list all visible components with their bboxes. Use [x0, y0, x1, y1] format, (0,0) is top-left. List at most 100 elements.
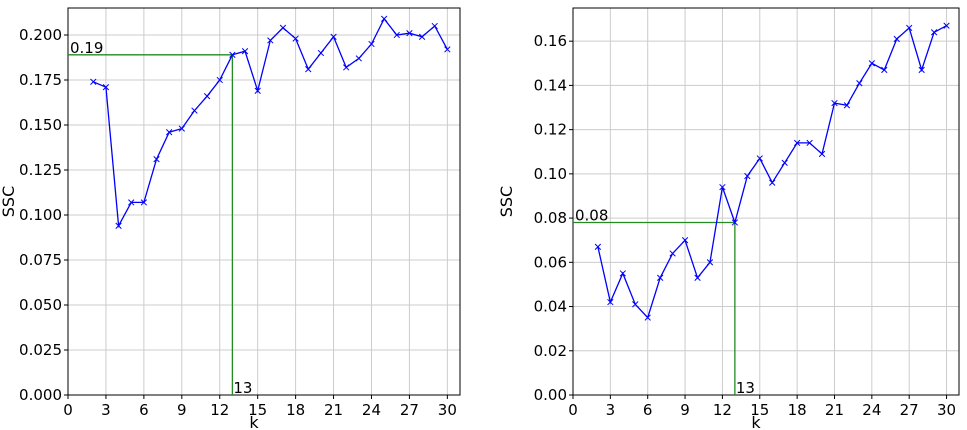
- marker-stroke: [418, 33, 426, 40]
- marker-stroke: [681, 237, 689, 244]
- marker-stroke: [719, 183, 726, 191]
- marker-stroke: [355, 55, 362, 62]
- marker-stroke: [881, 66, 888, 74]
- marker-stroke: [267, 37, 274, 44]
- data-point-marker: [406, 30, 413, 37]
- data-point-marker: [607, 298, 614, 306]
- reference-value-label: 0.08: [575, 207, 608, 225]
- marker-stroke: [90, 78, 97, 85]
- series-line: [93, 17, 448, 229]
- marker-stroke: [292, 35, 299, 42]
- marker-stroke: [632, 301, 639, 308]
- x-tick-label: 30: [438, 401, 457, 419]
- reference-k-label: 13: [736, 379, 755, 397]
- data-point-marker: [594, 243, 602, 250]
- x-tick-label: 12: [210, 401, 229, 419]
- data-point-marker: [229, 51, 236, 58]
- data-point-marker: [343, 64, 350, 71]
- x-tick-label: 18: [286, 401, 305, 419]
- marker-stroke: [918, 66, 925, 74]
- ssc-chart-right: 0 3 6 9 12 15 18 21 24 27 30 0.00 0.02 0.04 0.06 0.08 0.…: [497, 7, 960, 430]
- data-point-marker: [241, 48, 249, 55]
- data-point-marker: [330, 33, 337, 40]
- data-point-marker: [355, 55, 362, 62]
- data-point-marker: [632, 301, 639, 308]
- data-point-marker: [731, 219, 739, 226]
- marker-stroke: [769, 179, 776, 186]
- x-tick-label: 24: [862, 401, 881, 419]
- marker-stroke: [756, 155, 763, 162]
- x-tick-label: 0: [63, 401, 73, 419]
- marker-stroke: [781, 159, 788, 166]
- data-point-marker: [178, 125, 185, 132]
- data-point-marker: [706, 259, 714, 266]
- data-point-marker: [115, 222, 122, 229]
- data-point-marker: [431, 22, 438, 30]
- marker-stroke: [241, 48, 249, 55]
- marker-stroke: [178, 125, 185, 132]
- x-tick-label: 6: [643, 401, 653, 419]
- marker-stroke: [128, 199, 135, 206]
- x-axis-label: k: [751, 413, 761, 430]
- y-tick-label: 0.16: [534, 32, 567, 50]
- marker-stroke: [380, 15, 388, 22]
- marker-stroke: [793, 139, 801, 147]
- marker-stroke: [607, 298, 614, 306]
- data-point-marker: [681, 237, 689, 244]
- data-point-marker: [166, 129, 173, 136]
- marker-stroke: [431, 22, 438, 30]
- data-point-marker: [744, 172, 751, 180]
- marker-stroke: [930, 29, 938, 36]
- data-point-marker: [793, 139, 801, 147]
- marker-stroke: [669, 250, 676, 257]
- data-point-marker: [918, 66, 925, 74]
- data-point-marker: [756, 155, 763, 162]
- marker-stroke: [706, 259, 714, 266]
- plot-frame: [572, 7, 960, 396]
- marker-stroke: [216, 76, 223, 84]
- x-tick-label: 9: [680, 401, 690, 419]
- marker-stroke: [644, 314, 651, 321]
- data-point-marker: [719, 183, 726, 191]
- data-point-marker: [418, 33, 426, 40]
- data-point-marker: [191, 107, 198, 114]
- y-tick-label: 0.06: [534, 253, 567, 271]
- data-point-marker: [317, 49, 325, 57]
- marker-stroke: [368, 40, 375, 48]
- data-point-marker: [292, 35, 299, 42]
- data-point-marker: [818, 150, 826, 158]
- marker-stroke: [806, 139, 813, 147]
- y-tick-label: 0.10: [534, 165, 567, 183]
- x-tick-label: 6: [139, 401, 149, 419]
- data-point-marker: [102, 84, 110, 91]
- y-tick-label: 0.150: [19, 116, 62, 134]
- series-line: [597, 25, 947, 319]
- y-tick-label: 0.04: [534, 298, 567, 316]
- data-point-marker: [368, 40, 375, 48]
- data-point-marker: [843, 102, 851, 109]
- x-tick-label: 27: [400, 401, 419, 419]
- x-tick-label: 15: [248, 401, 267, 419]
- marker-stroke: [856, 80, 863, 87]
- marker-stroke: [343, 64, 350, 71]
- marker-stroke: [444, 46, 451, 53]
- data-point-marker: [254, 87, 261, 94]
- marker-stroke: [868, 60, 875, 67]
- data-point-marker: [781, 159, 788, 166]
- data-point-marker: [881, 66, 888, 74]
- x-tick-label: 12: [713, 401, 732, 419]
- y-tick-label: 0.000: [19, 386, 62, 404]
- data-point-marker: [906, 24, 913, 32]
- data-point-marker: [216, 76, 223, 84]
- marker-stroke: [943, 22, 950, 29]
- x-tick-label: 21: [825, 401, 844, 419]
- y-tick-label: 0.050: [19, 296, 62, 314]
- data-point-marker: [393, 31, 400, 39]
- marker-stroke: [906, 24, 913, 32]
- marker-stroke: [166, 129, 173, 136]
- y-tick-label: 0.02: [534, 342, 567, 360]
- marker-stroke: [619, 270, 626, 277]
- marker-stroke: [818, 150, 826, 158]
- data-point-marker: [380, 15, 388, 22]
